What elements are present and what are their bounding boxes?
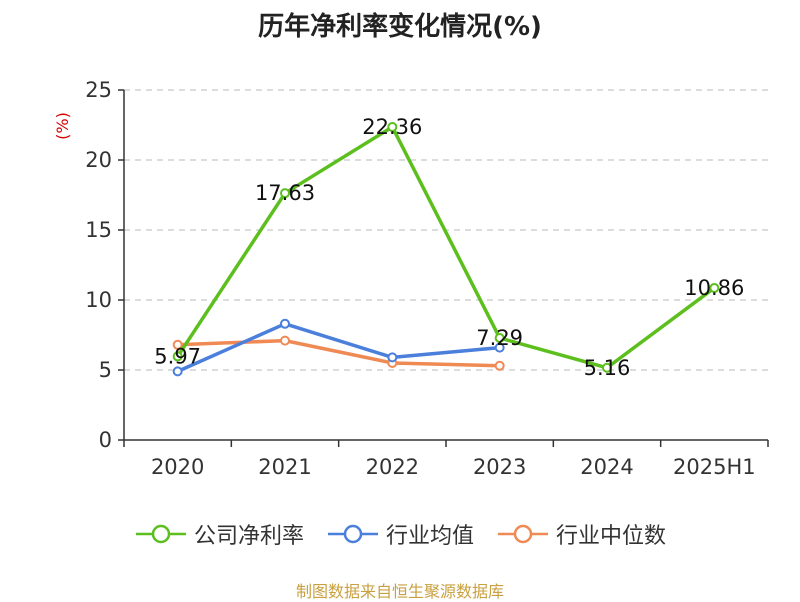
series-point-0 [172,351,183,362]
y-tick-label: 25 [85,78,112,102]
legend-swatch-icon [135,524,186,544]
series-point-1 [280,318,290,329]
series-point-1 [387,352,398,363]
y-axis-title: (%) [53,112,72,140]
data-label: 22.36 [362,115,422,139]
y-tick-label: 20 [85,148,112,172]
series-point-2 [494,360,505,371]
y-tick-label: 0 [99,428,112,452]
series-point-0 [387,121,398,132]
axis-layer: 0 5 10 15 20 25 2020 2021 2022 2023 2024 2025H1 [85,78,769,479]
x-tick-label: 2025H1 [673,455,756,479]
legend: 公司净利率 行业均值 行业中位数 [0,518,800,550]
label-layer: 5.97 17.63 22.36 7.29 5.16 10.86 [154,115,744,380]
series-line-0 [176,125,716,370]
series-point-0 [494,332,505,343]
legend-swatch-marker [513,524,533,544]
legend-item-0[interactable]: 公司净利率 [134,518,304,550]
legend-label: 公司净利率 [193,524,304,549]
x-tick-label: 2020 [151,455,204,479]
series-point-1 [172,366,183,377]
legend-label: 行业均值 [385,524,474,549]
series-point-0 [709,282,720,293]
x-tick-label: 2024 [580,455,633,479]
series-layer [172,121,720,377]
series-point-0 [602,362,612,373]
legend-swatch-marker [343,524,363,544]
data-label: 17.63 [255,181,315,205]
x-tick-label: 2021 [258,455,311,479]
data-label: 10.86 [684,276,744,300]
legend-item-2[interactable]: 行业中位数 [496,518,666,550]
legend-item-1[interactable]: 行业均值 [326,518,474,550]
x-tick-label: 2023 [473,455,526,479]
source-note: 制图数据来自恒生聚源数据库 [295,582,504,601]
series-point-2 [172,339,183,350]
legend-swatch-icon [327,524,378,544]
legend-swatch-icon [498,524,548,544]
legend-label: 行业中位数 [556,524,667,549]
series-line-1 [176,322,500,373]
data-label: 5.97 [154,344,201,368]
chart-title: 历年净利率变化情况(%) [258,12,542,42]
data-label: 7.29 [476,326,523,350]
series-point-1 [494,342,505,353]
series-point-0 [280,188,290,199]
data-label: 5.16 [584,356,631,380]
x-tick-label: 2022 [366,455,419,479]
series-point-2 [280,335,290,346]
y-tick-label: 10 [85,288,112,312]
legend-swatch-marker [151,524,171,544]
y-tick-label: 15 [85,218,112,242]
series-line-2 [177,338,500,368]
y-tick-label: 5 [99,358,112,382]
